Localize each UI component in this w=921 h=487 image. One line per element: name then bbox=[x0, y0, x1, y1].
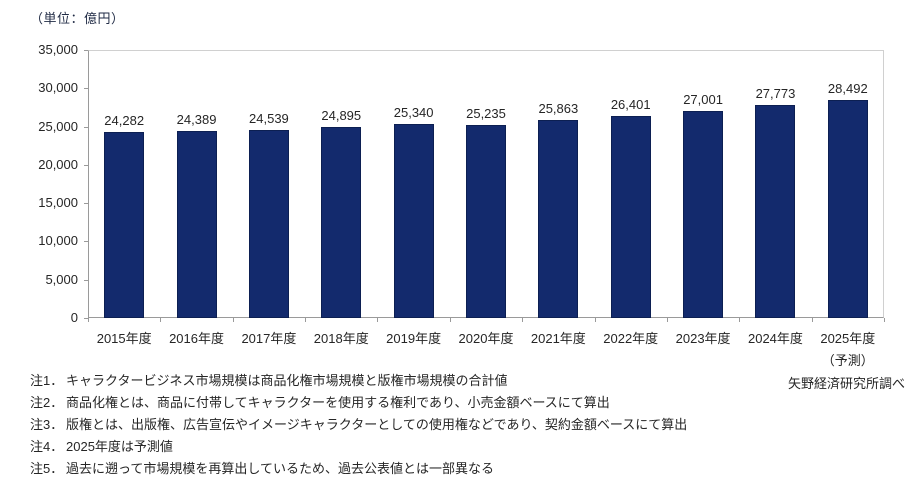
x-axis-tick-label: 2017年度 bbox=[241, 331, 297, 346]
x-axis-tick-mark bbox=[522, 318, 524, 322]
x-axis-tick-mark bbox=[377, 318, 379, 322]
x-axis-tick-mark bbox=[88, 318, 89, 322]
x-axis-tick-label: 2025年度 bbox=[820, 331, 876, 346]
x-axis-tick-label: 2021年度 bbox=[530, 331, 586, 346]
x-axis-tick-label: 2020年度 bbox=[458, 331, 514, 346]
bar-value-label: 28,492 bbox=[827, 80, 868, 96]
y-axis-tick-label: 10,000 bbox=[38, 233, 78, 249]
bar-2015年度 bbox=[104, 132, 145, 318]
x-axis-tick-mark bbox=[449, 318, 451, 322]
footnote-row: 注1． キャラクタービジネス市場規模は商品化権市場規模と版権市場規模の合計値 bbox=[30, 370, 730, 392]
bar-2019年度 bbox=[393, 123, 434, 318]
bar-2025年度 bbox=[827, 99, 868, 318]
bar-2023年度 bbox=[683, 111, 724, 318]
bar-2017年度 bbox=[248, 130, 289, 318]
x-axis-tick-label: 2019年度 bbox=[386, 331, 442, 346]
x-axis-tick-mark bbox=[232, 318, 234, 322]
y-axis-tick-mark bbox=[84, 164, 88, 166]
x-axis-tick-label: 2015年度 bbox=[96, 331, 152, 346]
footnote-label: 注1． bbox=[30, 373, 64, 388]
footnotes: 注1． キャラクタービジネス市場規模は商品化権市場規模と版権市場規模の合計値 注2．… bbox=[30, 370, 730, 480]
y-axis-tick-label: 30,000 bbox=[38, 80, 78, 96]
y-axis-tick-mark bbox=[84, 203, 88, 205]
footnote-label: 注4． bbox=[30, 439, 64, 454]
bar-value-label: 25,863 bbox=[538, 100, 579, 116]
y-axis-tick-label: 35,000 bbox=[38, 42, 78, 57]
bar-value-label: 24,539 bbox=[249, 111, 289, 127]
x-axis-tick-mark bbox=[739, 318, 741, 322]
y-axis-tick-mark bbox=[84, 318, 88, 319]
x-axis-tick-mark bbox=[666, 318, 668, 322]
footnote-text: 商品化権とは、商品に付帯してキャラクターを使用する権利であり、小売金額ベースにて… bbox=[66, 395, 610, 410]
footnote-label: 注2． bbox=[30, 395, 64, 410]
x-axis-tick-label: 2022年度 bbox=[603, 331, 659, 346]
y-axis-tick-label: 15,000 bbox=[38, 195, 78, 211]
footnote-label: 注3． bbox=[30, 417, 64, 432]
y-axis-tick-label: 0 bbox=[70, 310, 78, 325]
y-axis-tick-mark bbox=[84, 88, 88, 90]
x-axis-tick-label: 2023年度 bbox=[675, 331, 731, 346]
bar-2020年度 bbox=[466, 124, 506, 318]
bar-2021年度 bbox=[538, 119, 579, 318]
bar-value-label: 24,895 bbox=[321, 108, 362, 124]
x-axis-tick-mark bbox=[811, 318, 813, 322]
unit-label: （単位：億円） bbox=[30, 11, 125, 26]
bar-value-label: 27,773 bbox=[755, 86, 796, 102]
footnote-row: 注4． 2025年度は予測値 bbox=[30, 436, 730, 458]
footnote-text: 2025年度は予測値 bbox=[66, 439, 173, 454]
bar-value-label: 25,235 bbox=[466, 105, 506, 121]
forecast-note-label: （予測） bbox=[821, 353, 874, 368]
bar-value-label: 24,282 bbox=[104, 113, 145, 129]
x-axis-tick-mark bbox=[884, 318, 885, 322]
bar-value-label: 27,001 bbox=[683, 92, 723, 108]
x-axis-tick-label: 2018年度 bbox=[313, 331, 369, 346]
y-axis-tick-label: 25,000 bbox=[38, 118, 78, 134]
footnote-row: 注3． 版権とは、出版権、広告宣伝やイメージキャラクターとしての使用権などであり、… bbox=[30, 414, 730, 436]
x-axis-tick-mark bbox=[594, 318, 596, 322]
footnote-text: キャラクタービジネス市場規模は商品化権市場規模と版権市場規模の合計値 bbox=[66, 373, 508, 388]
footnote-row: 注5． 過去に遡って市場規模を再算出しているため、過去公表値とは一部異なる bbox=[30, 458, 730, 480]
y-axis-tick-mark bbox=[84, 50, 88, 51]
x-axis-tick-label: 2016年度 bbox=[169, 331, 224, 346]
bar-2018年度 bbox=[321, 127, 362, 318]
bar-2022年度 bbox=[610, 115, 651, 318]
x-axis-tick-mark bbox=[305, 318, 307, 322]
footnote-row: 注2． 商品化権とは、商品に付帯してキャラクターを使用する権利であり、小売金額ベー… bbox=[30, 392, 730, 414]
x-axis-tick-mark bbox=[160, 318, 162, 322]
footnote-text: 版権とは、出版権、広告宣伝やイメージキャラクターとしての使用権などであり、契約金… bbox=[66, 417, 688, 432]
source-credit: 矢野経済研究所調べ bbox=[787, 376, 905, 391]
y-axis-tick-mark bbox=[84, 126, 88, 128]
x-axis-tick-label: 2024年度 bbox=[747, 331, 803, 346]
y-axis-tick-label: 5,000 bbox=[45, 271, 78, 287]
bar-2016年度 bbox=[176, 131, 217, 318]
bar-value-label: 24,389 bbox=[176, 112, 217, 128]
bar-value-label: 25,340 bbox=[393, 104, 434, 120]
y-axis-tick-label: 20,000 bbox=[38, 156, 78, 172]
bar-value-label: 26,401 bbox=[610, 96, 651, 112]
bar-2024年度 bbox=[755, 105, 796, 318]
y-axis-tick-mark bbox=[84, 279, 88, 281]
y-axis-tick-mark bbox=[84, 241, 88, 243]
footnote-text: 過去に遡って市場規模を再算出しているため、過去公表値とは一部異なる bbox=[66, 461, 494, 476]
footnote-label: 注5． bbox=[30, 461, 64, 476]
